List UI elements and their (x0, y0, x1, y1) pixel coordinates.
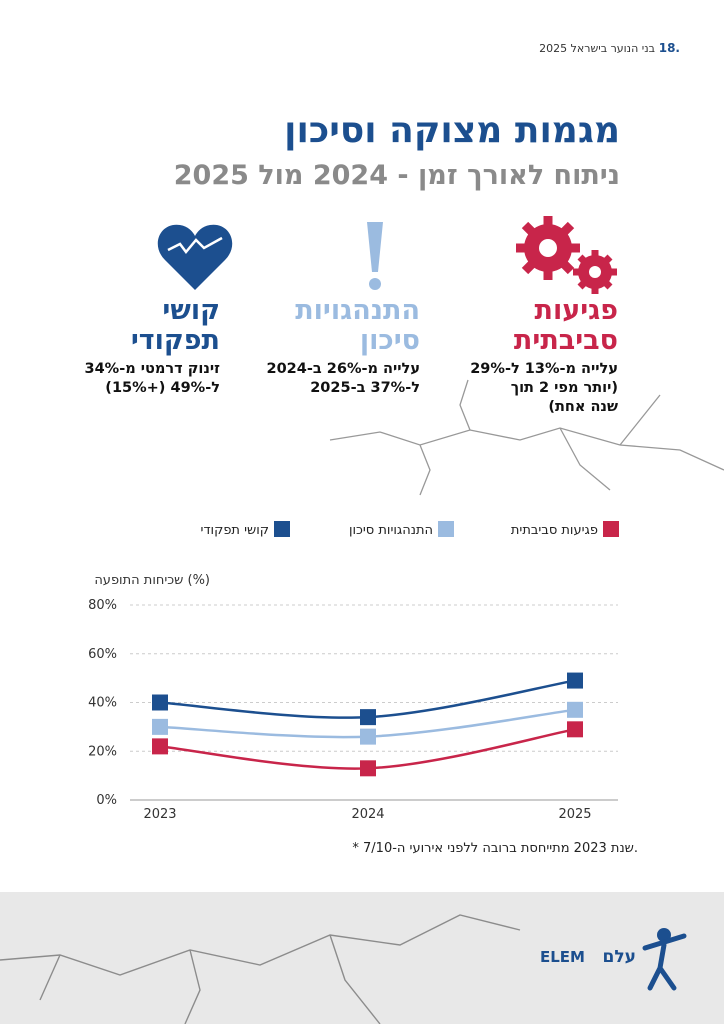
data-point (360, 728, 376, 745)
legend-label: פגיעות סביבתית (511, 523, 598, 538)
card-description-line: עלייה מ-26% ב-2024 (266, 361, 421, 377)
card: פגיעות סביבתית עלייה מ-13% ל-29% (יותר מפי … (470, 296, 618, 417)
card-title: סביבתית (513, 325, 618, 356)
card-title: פגיעות (534, 295, 618, 326)
data-point (567, 672, 583, 689)
card: התנהגויות סיכון עלייה מ-26% ב-2024 ל-37% ב-… (267, 296, 421, 398)
crack-texture (0, 914, 521, 1024)
data-point (567, 701, 583, 718)
card-title: תפקודי (130, 325, 220, 356)
y-tick-label: 40% (88, 696, 117, 711)
page-number: 18. (659, 41, 680, 55)
heart-crack (167, 236, 223, 255)
logo-latin: ELEM (540, 948, 585, 966)
y-axis-label: שכיחות התופעה (%) (94, 573, 210, 588)
y-tick-label: 20% (88, 744, 117, 759)
card-description-line: (יותר מפי 2 תוך (510, 380, 618, 396)
card-title: סיכון (359, 325, 420, 356)
y-tick-label: 80% (88, 598, 117, 613)
card-title: התנהגויות (295, 295, 420, 326)
y-tick-label: 60% (88, 647, 117, 662)
title: מגמות מצוקה וסיכון (284, 110, 620, 151)
legend-label: התנהגויות סיכון (349, 523, 433, 538)
x-tick-label: 2024 (351, 807, 384, 822)
gears-icon (516, 216, 617, 294)
crack-texture (329, 379, 724, 496)
card-description-line: ל-37% ב-2025 (310, 380, 420, 396)
card-description-line: זינוק דרמטי מ-34% (84, 361, 221, 377)
heart-icon (157, 224, 233, 290)
data-point (360, 760, 376, 777)
x-tick-label: 2025 (558, 807, 591, 822)
card-description-line: עלייה מ-13% ל-29% (470, 361, 618, 377)
subtitle: ניתוח לאורך זמן - 2024 מול 2025 (173, 160, 620, 191)
legend-swatch (274, 521, 290, 537)
data-point (360, 709, 376, 726)
data-point (567, 721, 583, 738)
card-description-line: שנה אחת) (548, 399, 618, 415)
logo: ELEM עלם (540, 928, 687, 991)
data-point (152, 718, 168, 735)
chart: שכיחות התופעה (%) 0% 20% 40% 60% 80% 2023 2024… (88, 521, 619, 822)
data-point (152, 694, 168, 711)
card-description: עלייה מ-13% ל-29% (יותר מפי 2 תוך שנה אחת) (470, 360, 618, 417)
card-description-line: ל-49% (+15%) (105, 380, 220, 396)
x-tick-label: 2023 (143, 807, 176, 822)
legend-swatch (438, 521, 454, 537)
data-point (152, 738, 168, 755)
running-title: בני הנוער בישראל 2025 (539, 42, 655, 55)
card-title: קושי (162, 295, 220, 326)
legend-swatch (603, 521, 619, 537)
card: קושי תפקודי זינוק דרמטי מ-34% ל-49% (+15%) (85, 296, 221, 398)
card-description: זינוק דרמטי מ-34% ל-49% (+15%) (85, 360, 221, 398)
y-tick-label: 0% (96, 793, 117, 808)
footnote: * שנת 2023 מתייחסת ברובה ללפני אירועי ה-… (352, 841, 638, 856)
logo-hebrew: עלם (603, 947, 636, 967)
card-description: עלייה מ-26% ב-2024 ל-37% ב-2025 (267, 360, 421, 398)
exclamation-icon (367, 222, 383, 290)
legend-label: קושי תפקודי (201, 523, 269, 538)
